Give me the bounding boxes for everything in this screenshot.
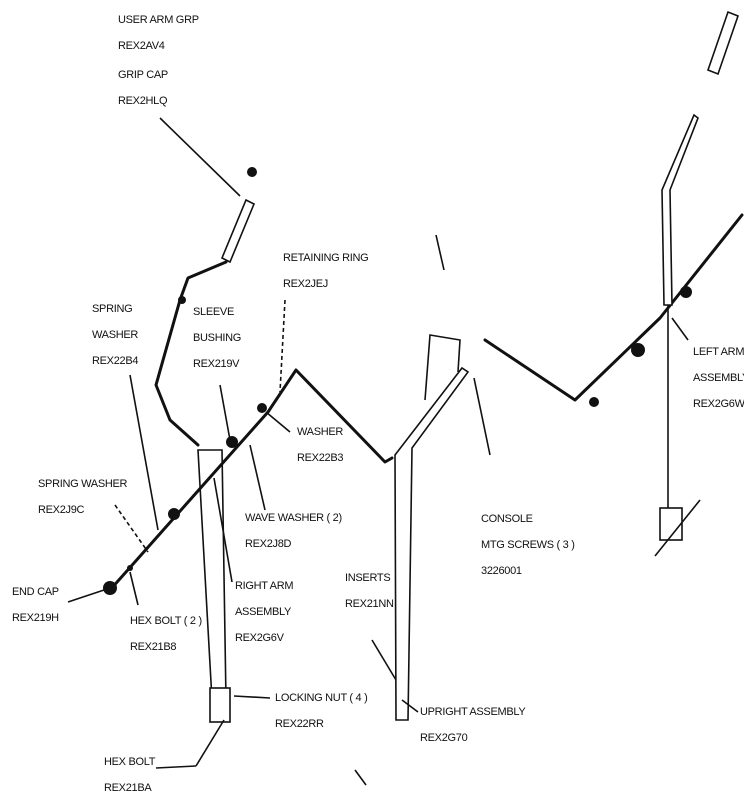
leader <box>160 118 240 196</box>
part-name: CONSOLE <box>481 513 533 525</box>
part-name: ASSEMBLY <box>235 606 292 618</box>
leader <box>372 640 396 680</box>
grip <box>222 200 254 262</box>
callout: RIGHT ARM ASSEMBLY REX2G6V <box>235 580 293 644</box>
spring-washer-top <box>178 296 186 304</box>
callout: HEX BOLT REX21BA <box>104 756 156 794</box>
washer-right <box>589 397 599 407</box>
part-number: REX2G70 <box>420 732 468 744</box>
part-number: REX22B4 <box>92 355 138 367</box>
callout: LEFT ARM ASSEMBLY REX2G6W <box>693 346 744 410</box>
callout: END CAP REX219H <box>12 586 59 624</box>
leader <box>266 412 290 432</box>
leader <box>115 505 148 552</box>
leader <box>220 385 230 440</box>
callout: LOCKING NUT ( 4 ) REX22RR <box>275 692 368 730</box>
leader <box>156 766 196 768</box>
part-number: REX2JEJ <box>283 278 328 290</box>
labels: USER ARM GRP REX2AV4 GRIP CAP REX2HLQ RETAIN… <box>12 14 744 794</box>
leader <box>672 318 688 340</box>
part-number: 3226001 <box>481 565 522 577</box>
part-number: REX21NN <box>345 598 394 610</box>
cap-right <box>680 286 692 298</box>
callout: UPRIGHT ASSEMBLY REX2G70 <box>420 706 526 744</box>
part-name: INSERTS <box>345 572 390 584</box>
part-name: BUSHING <box>193 332 241 344</box>
callout: INSERTS REX21NN <box>345 572 394 610</box>
part-number: REX2G6W <box>693 398 744 410</box>
drawing <box>68 12 742 785</box>
parts-diagram: USER ARM GRP REX2AV4 GRIP CAP REX2HLQ RETAIN… <box>0 0 744 802</box>
callout: GRIP CAP REX2HLQ <box>118 69 168 107</box>
mark <box>436 235 444 270</box>
part-name: HEX BOLT ( 2 ) <box>130 615 202 627</box>
part-number: REX219H <box>12 612 59 624</box>
part-number: REX2G6V <box>235 632 285 644</box>
callout: SLEEVE BUSHING REX219V <box>193 306 241 370</box>
part-name: USER ARM GRP <box>118 14 199 26</box>
leader <box>234 696 270 698</box>
part-number: REX21B8 <box>130 641 176 653</box>
part-number: REX2J8D <box>245 538 292 550</box>
leader <box>130 375 158 530</box>
right-arm-upper <box>156 262 226 445</box>
upright <box>395 368 468 720</box>
washer <box>257 403 267 413</box>
part-number: REX2HLQ <box>118 95 168 107</box>
part-name: RETAINING RING <box>283 252 368 264</box>
spring-washer-right <box>631 343 645 357</box>
part-name: SPRING <box>92 303 132 315</box>
callout: SPRING WASHER REX22B4 <box>92 303 138 367</box>
part-name: SPRING WASHER <box>38 478 128 490</box>
part-number: REX219V <box>193 358 240 370</box>
hex-bolt <box>127 565 133 571</box>
callout: CONSOLE MTG SCREWS ( 3 ) 3226001 <box>481 513 575 577</box>
part-name: SLEEVE <box>193 306 234 318</box>
callout: SPRING WASHER REX2J9C <box>38 478 128 516</box>
leader <box>68 590 104 602</box>
part-name: WASHER <box>92 329 138 341</box>
part-name: ASSEMBLY <box>693 372 744 384</box>
part-number: REX22RR <box>275 718 324 730</box>
part-name: WAVE WASHER ( 2) <box>245 512 342 524</box>
right-arm-bracket <box>210 688 230 722</box>
part-number: REX21BA <box>104 782 152 794</box>
leader <box>474 378 490 455</box>
callout: WASHER REX22B3 <box>297 426 343 464</box>
leader <box>280 300 285 392</box>
part-name: LOCKING NUT ( 4 ) <box>275 692 368 704</box>
spring-washer <box>168 508 180 520</box>
callout: WAVE WASHER ( 2) REX2J8D <box>245 512 342 550</box>
part-name: WASHER <box>297 426 343 438</box>
end-cap <box>103 581 117 595</box>
part-name: END CAP <box>12 586 59 598</box>
part-name: GRIP CAP <box>118 69 168 81</box>
callout: HEX BOLT ( 2 ) REX21B8 <box>130 615 202 653</box>
part-name: UPRIGHT ASSEMBLY <box>420 706 526 718</box>
crossbar-left <box>110 370 392 590</box>
grip-cap <box>247 167 257 177</box>
leader <box>196 720 224 766</box>
wave-washer <box>226 436 238 448</box>
leader <box>250 445 265 510</box>
mark <box>355 770 366 785</box>
part-number: REX22B3 <box>297 452 343 464</box>
part-number: REX2AV4 <box>118 40 165 52</box>
part-name: MTG SCREWS ( 3 ) <box>481 539 575 551</box>
left-grip <box>708 12 738 74</box>
callout: USER ARM GRP REX2AV4 <box>118 14 199 52</box>
part-name: LEFT ARM <box>693 346 744 358</box>
callout: RETAINING RING REX2JEJ <box>283 252 368 290</box>
part-number: REX2J9C <box>38 504 85 516</box>
part-name: HEX BOLT <box>104 756 156 768</box>
leader <box>130 572 138 605</box>
part-name: RIGHT ARM <box>235 580 293 592</box>
